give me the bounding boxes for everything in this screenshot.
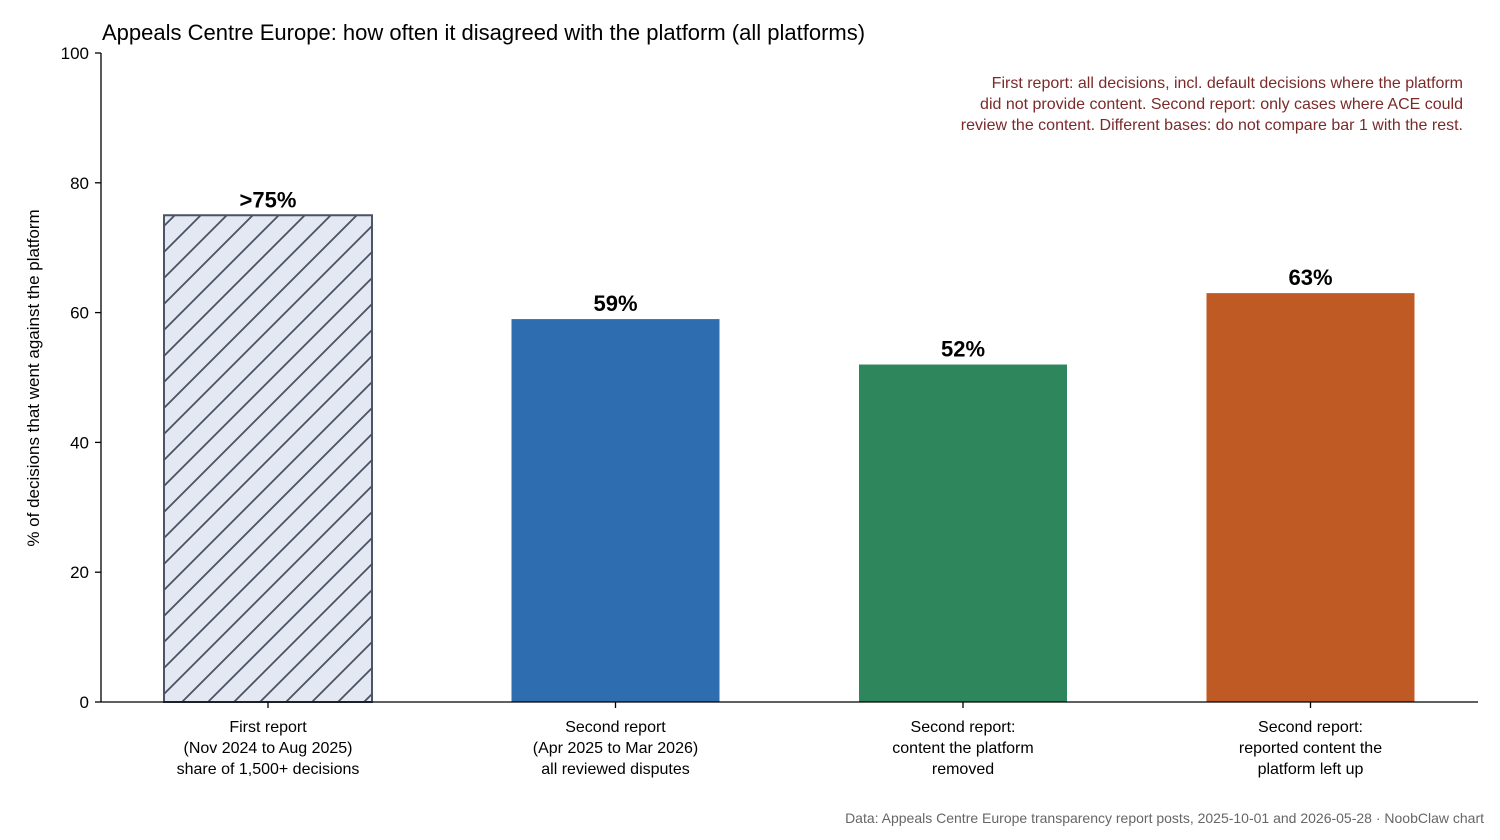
annotation-note: First report: all decisions, incl. defau… <box>961 75 1463 134</box>
bar-2 <box>511 319 720 702</box>
category-label-3: Second report: content the platform remove… <box>892 719 1033 778</box>
chart-title: Appeals Centre Europe: how often it disa… <box>102 20 865 45</box>
y-tick-label: 100 <box>61 44 89 63</box>
value-label-4: 63% <box>1288 265 1332 290</box>
category-label-1: First report (Nov 2024 to Aug 2025) share … <box>177 719 360 778</box>
y-tick-label: 40 <box>70 433 89 452</box>
y-axis: 0 20 40 60 80 100 <box>61 44 102 712</box>
value-label-2: 59% <box>593 291 637 316</box>
y-tick-label: 80 <box>70 174 89 193</box>
bar-hatch-1 <box>163 214 373 703</box>
y-axis-label: % of decisions that went against the pla… <box>24 209 43 546</box>
value-label-3: 52% <box>941 337 985 362</box>
category-label-2: Second report (Apr 2025 to Mar 2026) all r… <box>533 719 698 778</box>
bar-3 <box>859 364 1067 702</box>
bar-4 <box>1206 293 1415 702</box>
annotation-text: First report: all decisions, incl. defau… <box>961 75 1463 134</box>
y-tick-label: 60 <box>70 304 89 323</box>
category-label-4: Second report: reported content the platfo… <box>1239 719 1382 778</box>
source-note: Data: Appeals Centre Europe transparency… <box>845 810 1484 826</box>
x-axis: First report (Nov 2024 to Aug 2025) share … <box>101 701 1478 778</box>
value-label-1: >75% <box>240 187 297 212</box>
y-tick-label: 20 <box>70 563 89 582</box>
y-tick-label: 0 <box>80 693 89 712</box>
bars: >75% 59% 52% 63% <box>163 187 1415 703</box>
